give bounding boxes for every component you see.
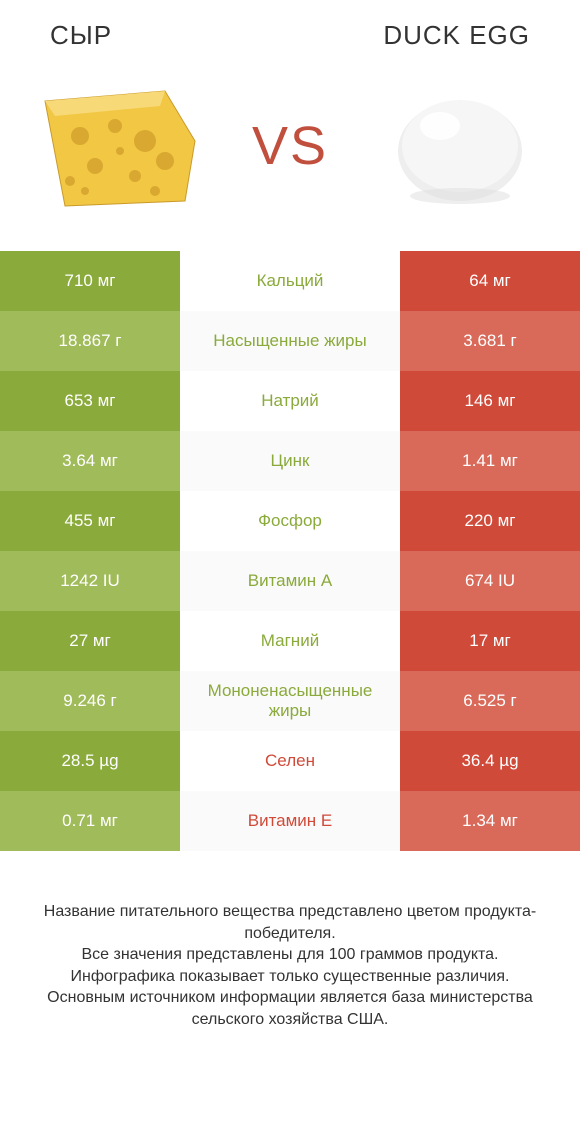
vs-label: VS <box>252 115 328 177</box>
footer-line: Все значения представлены для 100 граммо… <box>20 944 560 966</box>
table-row: 710 мгКальций64 мг <box>0 251 580 311</box>
value-right: 3.681 г <box>400 311 580 371</box>
table-row: 28.5 µgСелен36.4 µg <box>0 731 580 791</box>
left-image <box>30 71 210 221</box>
value-left: 455 мг <box>0 491 180 551</box>
header: СЫР DUCK EGG <box>0 0 580 61</box>
footer-notes: Название питательного вещества представл… <box>0 851 580 1031</box>
table-row: 653 мгНатрий146 мг <box>0 371 580 431</box>
value-left: 3.64 мг <box>0 431 180 491</box>
value-left: 9.246 г <box>0 671 180 731</box>
value-left: 653 мг <box>0 371 180 431</box>
nutrient-label: Натрий <box>180 371 400 431</box>
footer-line: Основным источником информации является … <box>20 987 560 1030</box>
value-right: 1.41 мг <box>400 431 580 491</box>
value-right: 674 IU <box>400 551 580 611</box>
value-left: 18.867 г <box>0 311 180 371</box>
right-image <box>370 71 550 221</box>
nutrient-label: Цинк <box>180 431 400 491</box>
value-right: 17 мг <box>400 611 580 671</box>
table-row: 9.246 гМононенасыщенные жиры6.525 г <box>0 671 580 731</box>
value-right: 64 мг <box>400 251 580 311</box>
value-left: 1242 IU <box>0 551 180 611</box>
value-left: 710 мг <box>0 251 180 311</box>
value-right: 220 мг <box>400 491 580 551</box>
nutrient-label: Магний <box>180 611 400 671</box>
table-row: 1242 IUВитамин A674 IU <box>0 551 580 611</box>
nutrient-label: Селен <box>180 731 400 791</box>
table-row: 18.867 гНасыщенные жиры3.681 г <box>0 311 580 371</box>
value-right: 6.525 г <box>400 671 580 731</box>
value-left: 27 мг <box>0 611 180 671</box>
nutrient-label: Витамин A <box>180 551 400 611</box>
nutrient-label: Насыщенные жиры <box>180 311 400 371</box>
footer-line: Название питательного вещества представл… <box>20 901 560 944</box>
value-left: 0.71 мг <box>0 791 180 851</box>
nutrient-label: Мононенасыщенные жиры <box>180 671 400 731</box>
nutrient-label: Кальций <box>180 251 400 311</box>
nutrient-label: Фосфор <box>180 491 400 551</box>
footer-line: Инфографика показывает только существенн… <box>20 966 560 988</box>
title-right: DUCK EGG <box>383 20 530 51</box>
comparison-table: 710 мгКальций64 мг18.867 гНасыщенные жир… <box>0 251 580 851</box>
images-row: VS <box>0 61 580 251</box>
value-right: 36.4 µg <box>400 731 580 791</box>
value-right: 1.34 мг <box>400 791 580 851</box>
table-row: 455 мгФосфор220 мг <box>0 491 580 551</box>
table-row: 27 мгМагний17 мг <box>0 611 580 671</box>
title-left: СЫР <box>50 20 112 51</box>
value-right: 146 мг <box>400 371 580 431</box>
table-row: 3.64 мгЦинк1.41 мг <box>0 431 580 491</box>
value-left: 28.5 µg <box>0 731 180 791</box>
nutrient-label: Витамин E <box>180 791 400 851</box>
table-row: 0.71 мгВитамин E1.34 мг <box>0 791 580 851</box>
